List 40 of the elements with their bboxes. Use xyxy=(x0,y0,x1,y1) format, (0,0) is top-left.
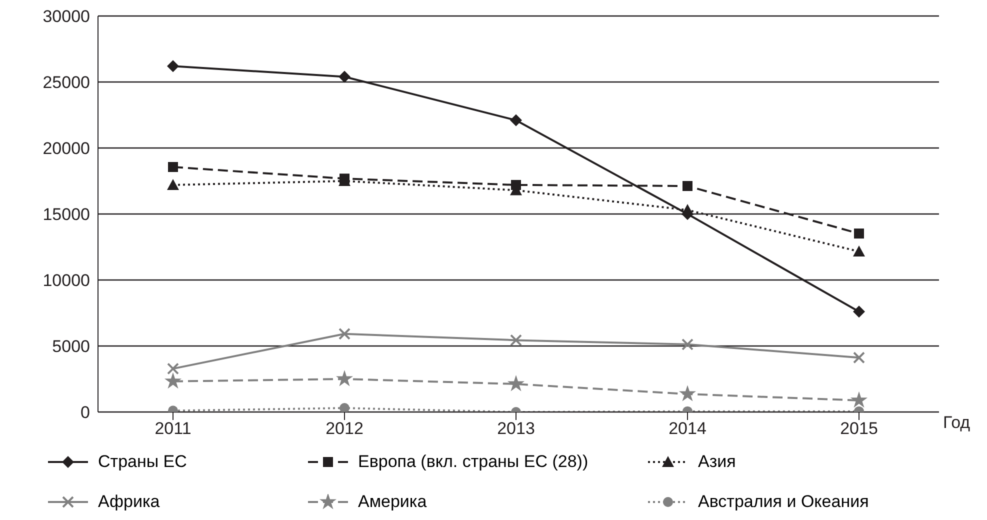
point xyxy=(167,362,179,375)
point xyxy=(338,70,350,83)
y-tick-label: 30000 xyxy=(42,7,90,26)
point xyxy=(850,391,868,408)
point xyxy=(338,328,350,340)
point xyxy=(510,114,522,126)
point xyxy=(510,334,522,346)
point xyxy=(853,352,865,364)
y-tick-label: 10000 xyxy=(42,271,90,290)
legend-label: Австралия и Океания xyxy=(698,492,869,512)
point xyxy=(167,178,179,190)
x-tick-label: 2014 xyxy=(668,419,706,438)
y-tick-label: 15000 xyxy=(42,205,90,224)
point xyxy=(340,403,350,412)
point xyxy=(164,372,182,389)
point xyxy=(167,60,179,72)
y-tick-label: 20000 xyxy=(42,139,90,158)
point xyxy=(168,162,178,172)
point xyxy=(682,204,694,216)
point xyxy=(678,385,696,402)
legend-label: Европа (вкл. страны ЕС (28)) xyxy=(358,452,588,472)
point xyxy=(336,370,354,386)
legend-label: Страны ЕС xyxy=(98,452,187,472)
legend-label: Африка xyxy=(98,492,160,512)
point xyxy=(682,338,694,350)
legend-label: Америка xyxy=(358,492,427,512)
y-tick-label: 25000 xyxy=(42,73,90,92)
legend-label: Азия xyxy=(698,452,736,472)
x-axis-title: Год xyxy=(943,413,970,433)
x-tick-label: 2012 xyxy=(326,419,364,438)
x-tick-label: 2015 xyxy=(840,419,878,438)
x-tick-label: 2013 xyxy=(497,419,535,438)
point xyxy=(853,245,865,256)
x-tick-label: 2011 xyxy=(154,419,192,438)
y-tick-label: 5000 xyxy=(52,337,90,356)
point xyxy=(507,375,525,392)
point xyxy=(682,181,692,192)
point xyxy=(853,306,865,318)
y-tick-label: 0 xyxy=(80,403,90,422)
point xyxy=(854,228,864,239)
